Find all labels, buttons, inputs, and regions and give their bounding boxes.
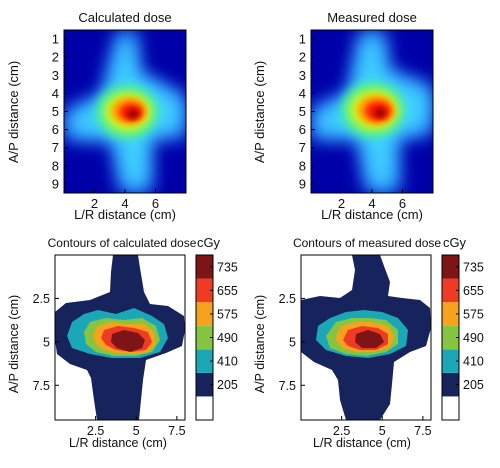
y-axis-label: A/P distance (cm) <box>7 295 21 393</box>
colorbar: cGy 735 655 575 490 410 205 <box>441 235 484 421</box>
colorbar-swatch <box>442 396 459 420</box>
colorbar-swatch <box>196 325 213 350</box>
colorbar-tick-label: 655 <box>217 284 238 298</box>
axes: 2 4 6 1 2 3 4 5 6 7 8 9 <box>52 32 159 211</box>
panel-title: Contours of calculated dose <box>48 236 197 250</box>
x-tick-label: 5 <box>133 424 140 438</box>
y-tick-label: 1 <box>299 32 306 47</box>
y-tick-label: 2.5 <box>279 292 296 306</box>
colorbar-unit-label: cGy <box>443 235 467 250</box>
panel-calculated-contours: Contours of calculated dose 2.5 5 7.52.557… <box>7 235 238 450</box>
y-tick-label: 7.5 <box>279 379 296 393</box>
colorbar: cGy 735 655 575 490 410 205 <box>195 235 238 421</box>
x-tick-label: 4 <box>368 196 375 211</box>
contour-level-peak <box>355 330 384 348</box>
x-axis-label: L/R distance (cm) <box>74 207 176 222</box>
axes: 2 4 6 1 2 3 4 5 6 7 8 9 <box>299 32 406 211</box>
y-tick-label: 7 <box>52 140 59 155</box>
colorbar-tick-label: 490 <box>217 331 238 345</box>
y-tick-label: 7 <box>299 140 306 155</box>
y-tick-label: 9 <box>52 176 59 191</box>
y-axis-label: A/P distance (cm) <box>252 61 267 163</box>
y-tick-label: 7.5 <box>33 379 50 393</box>
contour-plot <box>301 255 431 420</box>
colorbar-tick-label: 410 <box>217 355 238 369</box>
colorbar-tick-label: 575 <box>217 307 238 321</box>
y-tick-label: 5 <box>289 335 296 349</box>
y-tick-label: 4 <box>52 86 59 101</box>
colorbar-tick-label: 205 <box>463 378 484 392</box>
x-axis-label: L/R distance (cm) <box>321 207 423 222</box>
colorbar-swatch <box>442 278 459 303</box>
colorbar-tick-label: 735 <box>463 260 484 274</box>
colorbar-swatch <box>442 372 459 397</box>
colorbar-swatch <box>442 255 459 279</box>
panel-measured-contours: Contours of measured dose 2.5 5 7.5 2.5 5 7.5… <box>253 235 484 450</box>
x-tick-label: 4 <box>121 196 128 211</box>
panel-measured-heatmap: Measured dose <box>252 10 434 222</box>
colorbar-swatch <box>442 349 459 373</box>
x-tick-label: 6 <box>399 196 406 211</box>
x-tick-label: 7.5 <box>414 424 431 438</box>
y-tick-label: 6 <box>52 122 59 137</box>
colorbar-swatch <box>196 255 213 279</box>
x-tick-label: 5 <box>379 424 386 438</box>
colorbar-tick-label: 735 <box>217 260 238 274</box>
axes: 2.5 5 7.5 2.5 5 7.5 <box>279 292 432 438</box>
panel-title: Contours of measured dose <box>293 236 441 250</box>
colorbar-swatch <box>196 349 213 373</box>
y-tick-label: 5 <box>43 335 50 349</box>
colorbar-tick-label: 490 <box>463 331 484 345</box>
panel-calculated-heatmap: Calculated dose <box>6 10 187 222</box>
y-tick-label: 2.5 <box>33 292 50 306</box>
colorbar-swatch <box>442 302 459 326</box>
x-axis-label: L/R distance (cm) <box>69 436 167 450</box>
axes: 2.5 5 7.5 2.5 5 7.5 <box>33 292 186 438</box>
y-axis-label: A/P distance (cm) <box>6 61 21 163</box>
colorbar-swatch <box>442 325 459 350</box>
y-tick-label: 9 <box>299 176 306 191</box>
y-tick-label: 5 <box>52 104 59 119</box>
heatmap-image <box>64 30 186 193</box>
y-tick-label: 1 <box>52 32 59 47</box>
y-tick-label: 4 <box>299 86 306 101</box>
y-tick-label: 2 <box>299 50 306 65</box>
y-axis-label: A/P distance (cm) <box>253 295 267 393</box>
x-axis-label: L/R distance (cm) <box>313 436 411 450</box>
y-tick-label: 6 <box>299 122 306 137</box>
y-tick-label: 2 <box>52 50 59 65</box>
x-tick-label: 2 <box>91 196 98 211</box>
y-tick-label: 3 <box>52 68 59 83</box>
panel-title: Calculated dose <box>78 10 171 25</box>
y-tick-label: 5 <box>299 104 306 119</box>
colorbar-unit-label: cGy <box>197 235 221 250</box>
heatmap-image <box>311 30 433 193</box>
x-tick-label: 2.5 <box>87 424 104 438</box>
colorbar-swatch <box>196 396 213 420</box>
colorbar-tick-label: 205 <box>217 378 238 392</box>
contour-level-peak <box>111 330 145 352</box>
colorbar-tick-label: 655 <box>463 284 484 298</box>
colorbar-tick-label: 410 <box>463 355 484 369</box>
x-tick-label: 6 <box>152 196 159 211</box>
colorbar-tick-label: 575 <box>463 307 484 321</box>
colorbar-swatch <box>196 278 213 303</box>
y-tick-label: 3 <box>299 68 306 83</box>
colorbar-swatch <box>196 372 213 397</box>
y-tick-label: 8 <box>52 158 59 173</box>
panel-title: Measured dose <box>327 10 417 25</box>
y-tick-label: 8 <box>299 158 306 173</box>
x-tick-label: 2 <box>338 196 345 211</box>
contour-plot <box>55 255 185 420</box>
x-tick-label: 2.5 <box>333 424 350 438</box>
colorbar-swatch <box>196 302 213 326</box>
x-tick-label: 7.5 <box>168 424 185 438</box>
